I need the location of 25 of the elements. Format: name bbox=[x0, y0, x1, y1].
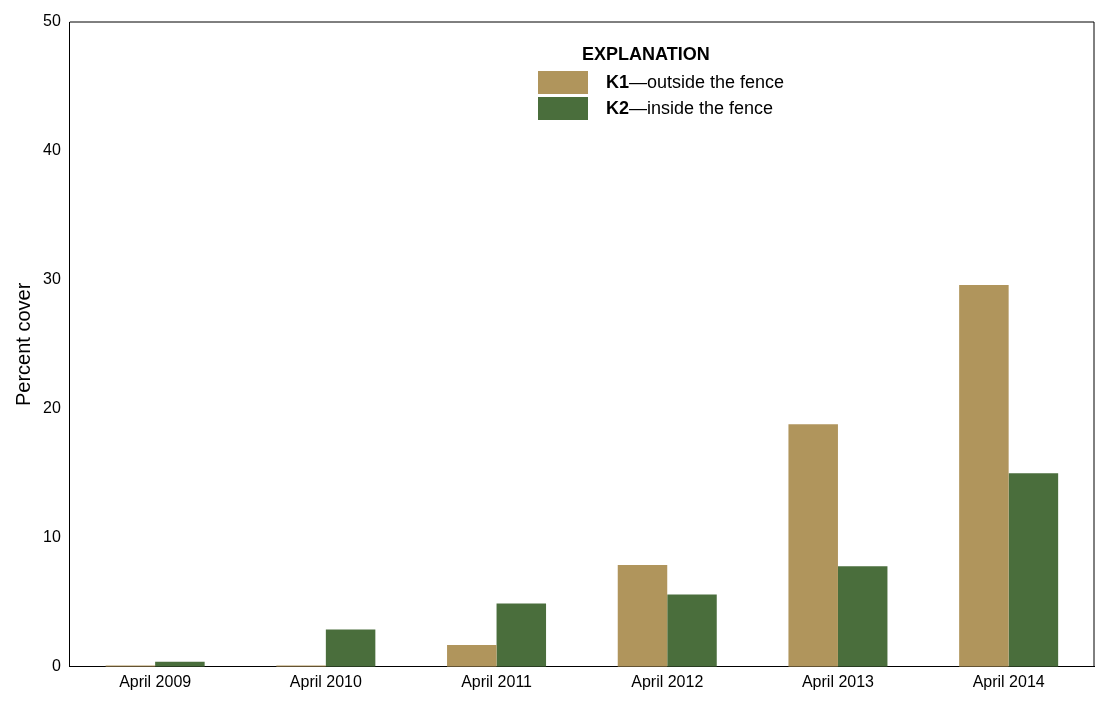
x-tick-label: April 2014 bbox=[972, 672, 1045, 690]
x-tick-label: April 2010 bbox=[289, 672, 362, 690]
bar bbox=[617, 564, 668, 667]
legend-label: K1—outside the fence bbox=[606, 72, 785, 93]
bar bbox=[788, 424, 838, 667]
y-axis-title: Percent cover bbox=[11, 282, 34, 407]
y-tick-label: 0 bbox=[51, 657, 61, 675]
x-tick-label: April 2011 bbox=[461, 672, 533, 690]
bar bbox=[959, 285, 1009, 667]
bar bbox=[447, 644, 497, 667]
x-tick-label: April 2009 bbox=[119, 672, 192, 690]
x-tick-label: April 2012 bbox=[631, 672, 704, 690]
y-tick-label: 30 bbox=[43, 270, 61, 288]
y-tick-label: 50 bbox=[43, 12, 61, 30]
bar bbox=[496, 603, 547, 667]
legend-label: K2—inside the fence bbox=[606, 98, 774, 119]
y-tick-label: 10 bbox=[43, 528, 61, 546]
bar bbox=[325, 629, 376, 667]
y-tick-label: 40 bbox=[43, 141, 61, 159]
y-tick-label: 20 bbox=[43, 399, 61, 417]
x-tick-label: April 2013 bbox=[801, 672, 875, 690]
legend-title: EXPLANATION bbox=[582, 44, 711, 65]
bar bbox=[837, 566, 888, 667]
bar bbox=[1008, 473, 1059, 667]
bar bbox=[667, 594, 717, 667]
